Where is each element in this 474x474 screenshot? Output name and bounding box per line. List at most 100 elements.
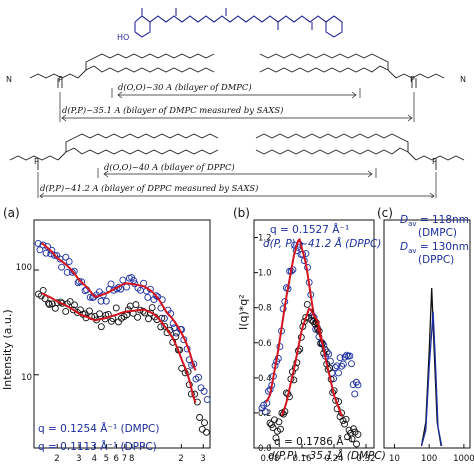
panel-b-frame: [253, 219, 375, 449]
panel-a-xtick-label-2: 4: [92, 454, 97, 464]
n-label-right: N: [460, 75, 466, 84]
panel-a-xtick-label-6: 8: [129, 454, 134, 464]
panel-a-xtick-label-8: 3: [200, 454, 205, 464]
panel-b-point-dmpc: [345, 426, 353, 434]
panel-b-point-dmpc: [342, 415, 350, 423]
panel-c-dav1-value: = 118nm: [416, 214, 469, 226]
panel-a-point-dmpc: [66, 298, 74, 306]
pp-dmpc-label: d(P,P)~35.1 A (bilayer of DMPC measured …: [62, 105, 284, 115]
panel-a-ann-dppc: q = 0.1113 Å⁻¹ (DPPC): [38, 441, 157, 453]
panel-a-xtick-label-3: 5: [104, 454, 109, 464]
panel-b-point-dppc: [346, 352, 354, 360]
panel-a-point-dppc: [58, 263, 66, 271]
panel-c-dav2: Dav = 130nm: [400, 241, 469, 255]
panel-b-tag: (b): [233, 206, 250, 220]
panel-c-dav2-sub: av: [408, 247, 417, 256]
p-label-left-2: P: [34, 157, 39, 166]
panel-a-point-dppc: [78, 278, 86, 286]
panel-a-point-dppc: [36, 246, 44, 254]
dppc-lipid-left: [9, 133, 219, 170]
panel-b-ytick-label-6: 0.0: [258, 444, 272, 454]
panel-a-xtick-label-5: 7: [122, 454, 127, 464]
panel-a-point-dmpc: [71, 301, 78, 309]
panel-c-line-dppc: [420, 311, 443, 447]
panel-b-point-dmpc: [269, 424, 277, 432]
oo-dmpc-label: d(O,O)~30 A (bilayer of DMPC): [118, 82, 252, 92]
panel-b-ann2-line2: d(P,P) ~35.1 Å (DMPC): [268, 450, 386, 462]
panel-b-point-dmpc: [314, 325, 322, 333]
panel-b-point-dmpc: [276, 425, 284, 433]
panel-c-frame: [383, 219, 471, 449]
panel-a-point-dppc: [62, 253, 70, 261]
panel-a-point-dmpc: [132, 301, 140, 309]
panel-b-xtick-label-3: 0.32: [357, 454, 376, 464]
panel-b-point-dppc: [348, 360, 355, 368]
panel-a-point-dmpc: [112, 304, 120, 312]
panel-b-point-dppc: [343, 351, 351, 359]
panel-b-point-dmpc: [271, 416, 278, 424]
panel-a-point-dmpc: [201, 419, 208, 427]
panel-b-xtick-label-2: 0.24: [325, 454, 344, 464]
panel-a-fit-dmpc: [41, 292, 197, 404]
panel-a-point-dmpc: [157, 323, 165, 331]
panel-a-point-dppc: [200, 387, 208, 395]
dmpc-lipid-right: [259, 53, 445, 88]
panel-b-point-dmpc: [272, 434, 280, 442]
panel-a-point-dppc: [172, 329, 180, 337]
panel-a-point-dppc: [51, 252, 59, 259]
panel-a-xtick-label-1: 3: [76, 454, 81, 464]
panel-b-point-dppc: [341, 353, 349, 361]
panel-b-ytick-label-2: 0.8: [258, 304, 272, 314]
dmpc-distance-lines: [59, 88, 415, 122]
panel-a-point-dmpc: [145, 315, 152, 323]
panel-a-point-dppc: [34, 239, 42, 247]
panel-b-point-dppc: [351, 390, 359, 398]
panel-a-point-dmpc: [196, 414, 204, 421]
panel-c-plot: 10 100 1000: [383, 219, 474, 464]
panel-c-xtick-label-2: 1000: [453, 454, 474, 464]
panel-b-point-dmpc: [326, 364, 334, 372]
carotenoid-structure: [134, 8, 343, 38]
panel-c-dav1-d: D: [400, 214, 409, 226]
panel-a-point-dppc: [81, 287, 89, 295]
panel-a-point-dppc: [203, 396, 211, 404]
panel-b-point-dppc: [331, 364, 339, 372]
panel-a-point-dppc: [65, 258, 73, 266]
panel-b-point-dmpc: [354, 430, 362, 438]
panel-b-ann1-line1: q = 0.1527 Å⁻¹: [270, 224, 350, 236]
panel-b-point-dppc: [336, 354, 344, 362]
panel-c-tag: (c): [377, 206, 393, 220]
panel-a-point-dmpc: [62, 308, 70, 315]
panel-b-ytick-label-0: 1.2: [258, 234, 272, 244]
panel-a-point-dmpc: [45, 301, 53, 308]
panel-b-xtick-label-0: 0.08: [261, 454, 280, 464]
panel-b-fit-dppc: [265, 237, 323, 403]
panel-c-dav2-name: (DPPC): [418, 254, 455, 266]
panel-b-ylabel: I(q)*q²: [237, 294, 250, 330]
panel-b-point-dmpc: [353, 440, 360, 448]
panel-b-point-dmpc: [348, 435, 356, 443]
oo-dppc-label: d(O,O)~40 A (bilayer of DPPC): [104, 162, 235, 172]
panel-c-xtick-label-0: 10: [389, 454, 400, 464]
panel-a-point-dmpc: [161, 322, 169, 330]
panel-c-dav2-value: = 130nm: [416, 241, 469, 253]
panel-b-point-dppc: [282, 284, 290, 292]
dmpc-lipid-left: [29, 53, 215, 88]
p-label-left: P: [58, 75, 63, 84]
panel-a-xtick-label-0: 2: [54, 454, 59, 464]
panel-a-point-dppc: [144, 293, 152, 301]
panel-b-ytick-label-4: 0.4: [258, 374, 272, 384]
panel-b-ytick-label-3: 0.6: [258, 339, 272, 349]
panel-b-ann1-line2: d(P, P) ~41.2 Å (DPPC): [263, 238, 382, 250]
panel-b-point-dppc: [338, 362, 346, 370]
molecular-scheme: HO P P N N: [6, 8, 466, 198]
panel-b-point-dmpc: [275, 418, 283, 426]
panel-a-point-dppc: [63, 268, 71, 276]
p-label-right: P: [410, 75, 415, 84]
panel-a-fit-dppc: [41, 242, 197, 371]
panel-a-point-dmpc: [124, 306, 132, 314]
panel-a-point-dppc: [152, 292, 160, 300]
panel-a-point-dmpc: [45, 299, 52, 307]
panel-a-point-dmpc: [96, 310, 104, 318]
